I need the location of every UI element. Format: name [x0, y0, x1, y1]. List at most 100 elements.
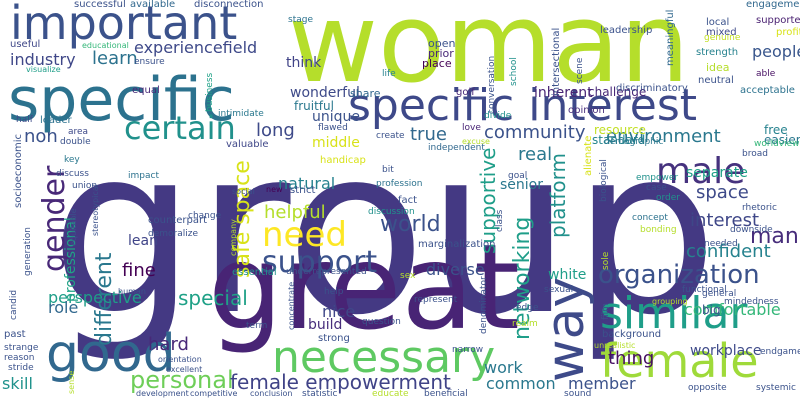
word-term: term [246, 321, 268, 331]
word-big: big [702, 303, 721, 317]
word-grouping: grouping [652, 297, 688, 306]
word-interest: interest [690, 210, 760, 231]
word-equal: equal [132, 85, 160, 96]
word-stride: stride [8, 363, 34, 373]
word-easier: easier [764, 133, 800, 147]
word-essential: essential [232, 267, 277, 278]
word-unique: unique [312, 109, 361, 125]
word-successful: successful [74, 0, 126, 10]
word-local: local [706, 17, 730, 28]
word-denominator: denominator [479, 276, 489, 334]
word-stage: stage [288, 15, 313, 25]
word-competitive: competitive [190, 389, 238, 398]
word-work: work [484, 358, 523, 377]
word-middle: middle [312, 135, 360, 151]
word-inherent: inherent [534, 85, 593, 101]
word-concentrate: concentrate [287, 281, 296, 330]
word-educational: educational [82, 41, 129, 50]
word-sexual: sexual [544, 285, 574, 295]
word-certain: certain [124, 109, 236, 147]
word-business: business [205, 72, 215, 112]
word-development: development [136, 389, 189, 398]
word-demoralize: demoralize [148, 229, 199, 239]
word-conclusion: conclusion [250, 389, 293, 398]
word-open: open [428, 37, 456, 50]
word-woman: woman [288, 0, 690, 107]
word-union: union [72, 181, 98, 191]
word-female-empowerment: female empowerment [230, 370, 451, 394]
word-confident: confident [686, 241, 771, 262]
word-personal: personal [130, 366, 234, 394]
word-thing: thing [608, 348, 655, 369]
word-diverse: diverse [426, 260, 485, 279]
word-statistic: statistic [302, 389, 338, 399]
word-film: film [601, 303, 611, 320]
word-long: long [256, 120, 295, 141]
word-role: role [48, 298, 79, 317]
word-good: good [46, 324, 176, 384]
word-non: non [24, 126, 58, 147]
word-order: order [656, 193, 680, 203]
word-organization: organization [598, 260, 760, 290]
word-supporter: supporter [756, 15, 800, 26]
word-discuss: discuss [56, 169, 89, 179]
word-strange: strange [4, 343, 39, 353]
word-golf: golf [456, 87, 475, 98]
word-perspective: perspective [48, 288, 142, 307]
word-sole: sole [601, 251, 611, 270]
word-share: share [350, 87, 381, 100]
word-school: school [509, 57, 519, 86]
word-fruitful: fruitful [294, 99, 334, 113]
word-white: white [548, 267, 587, 283]
word-resource: resource [594, 123, 646, 137]
word-specific-interest: specific interest [348, 80, 698, 131]
word-community: community [484, 122, 586, 143]
word-bit: bit [382, 165, 394, 175]
word-fine: fine [122, 260, 156, 281]
word-workplace: workplace [690, 343, 762, 359]
word-orientation: orientation [158, 355, 202, 364]
word-people: people [752, 42, 800, 61]
word-real: real [518, 144, 553, 165]
word-sex: sex [400, 271, 416, 281]
word-underrepresented: underrepresented [286, 267, 367, 277]
word-class: class [495, 209, 505, 232]
word-create: create [376, 131, 405, 141]
word-goal: goal [508, 171, 528, 181]
word-place: place [422, 57, 452, 70]
word-comfortable: comfortable [684, 300, 781, 319]
word-educate: educate [372, 389, 409, 399]
word-represent: represent [414, 295, 458, 305]
word-experiencefield: experiencefield [134, 38, 258, 57]
word-prior: prior [428, 47, 454, 60]
word-fact: fact [398, 195, 418, 206]
word-rhetoric: rhetoric [742, 203, 777, 213]
word-stereotypical: stereotypical [91, 184, 100, 236]
word-similar: similar [600, 288, 748, 339]
word-socioeconomic: socioeconomic [13, 134, 24, 208]
word-true: true [410, 124, 447, 145]
word-broad: broad [742, 149, 768, 159]
word-strong: strong [318, 333, 350, 344]
word-need: need [262, 215, 347, 255]
word-necessary: necessary [272, 332, 496, 383]
word-generation: generation [23, 227, 33, 276]
word-independent: independent [428, 143, 485, 153]
word-neutral: neutral [698, 75, 734, 86]
word-strict: strict [290, 185, 316, 196]
word-flawed: flawed [318, 123, 348, 133]
word-reason: reason [4, 353, 35, 363]
word-human: human [118, 287, 146, 296]
word-conversation: conversation [487, 55, 497, 114]
word-great: great [208, 218, 520, 356]
word-downside: downside [730, 225, 773, 235]
word-genuine: genuine [704, 33, 741, 43]
word-important: important [10, 0, 238, 50]
word-specific: specific [8, 65, 235, 135]
word-question: question [362, 317, 401, 327]
word-beneficial: beneficial [424, 389, 468, 399]
word-nice: nice [322, 302, 356, 321]
word-candid: candid [9, 289, 19, 320]
word-support: support [262, 245, 378, 280]
word-skill: skill [2, 374, 33, 393]
